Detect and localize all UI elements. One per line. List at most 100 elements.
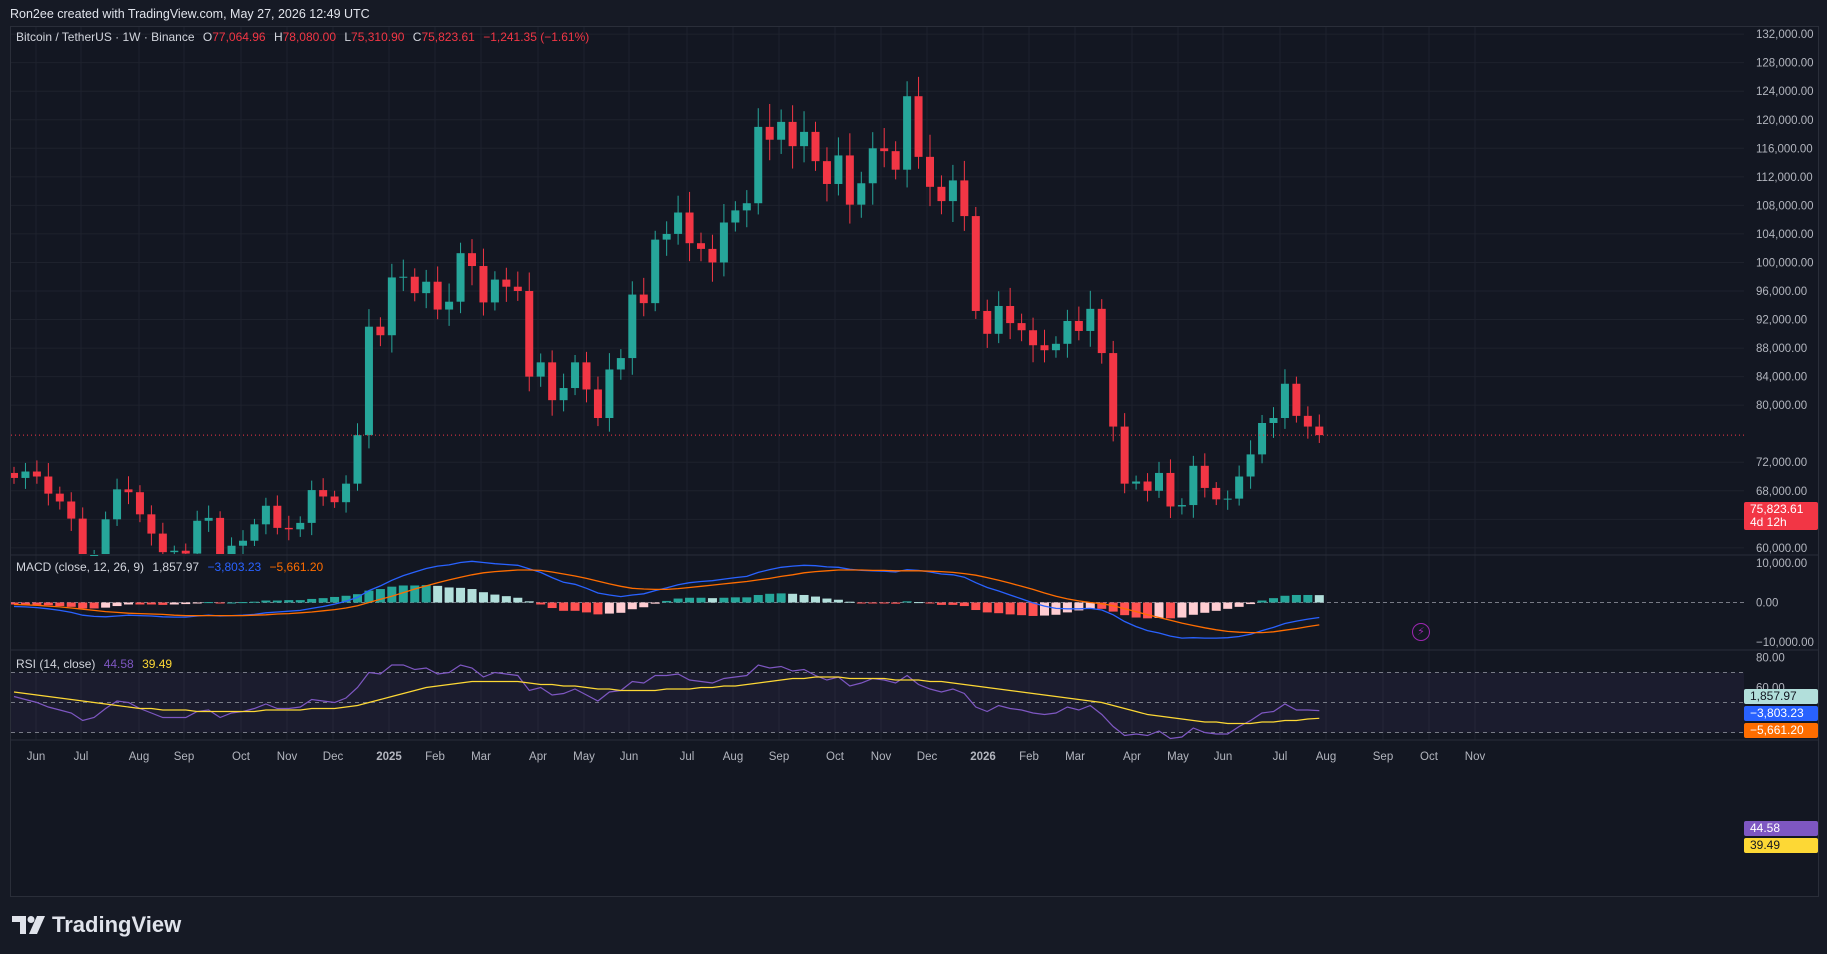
candle-body[interactable] <box>1097 308 1106 354</box>
candle-body[interactable] <box>685 212 694 244</box>
macd-histogram-bar[interactable] <box>204 602 214 604</box>
macd-histogram-bar[interactable] <box>1223 602 1233 609</box>
macd-histogram-bar[interactable] <box>730 597 740 603</box>
rsi-label[interactable]: RSI (14, close) <box>16 657 96 671</box>
macd-histogram-bar[interactable] <box>742 597 752 603</box>
candle-body[interactable] <box>971 216 980 311</box>
candle-body[interactable] <box>1040 345 1049 351</box>
candle-body[interactable] <box>1051 343 1060 351</box>
macd-histogram-bar[interactable] <box>490 594 500 603</box>
tradingview-logo[interactable]: TradingView <box>12 912 181 938</box>
macd-histogram-bar[interactable] <box>1097 602 1107 609</box>
macd-histogram-bar[interactable] <box>78 602 88 609</box>
candle-body[interactable] <box>1074 320 1083 331</box>
candle-body[interactable] <box>1235 476 1244 499</box>
candle-body[interactable] <box>662 233 671 240</box>
candle-body[interactable] <box>983 310 992 334</box>
candle-body[interactable] <box>926 156 934 187</box>
macd-histogram-bar[interactable] <box>925 602 935 604</box>
macd-histogram-bar[interactable] <box>936 602 946 605</box>
candle-body[interactable] <box>216 517 225 554</box>
candle-body[interactable] <box>960 180 969 217</box>
candle-body[interactable] <box>21 471 30 478</box>
candle-body[interactable] <box>135 492 144 515</box>
macd-histogram-bar[interactable] <box>570 602 580 611</box>
candle-body[interactable] <box>834 155 843 184</box>
candle-body[interactable] <box>513 286 522 291</box>
macd-histogram-bar[interactable] <box>1165 602 1175 619</box>
macd-histogram-bar[interactable] <box>1154 602 1164 618</box>
candle-body[interactable] <box>742 203 751 211</box>
macd-histogram-bar[interactable] <box>891 602 901 604</box>
candle-body[interactable] <box>1303 415 1312 427</box>
macd-histogram-bar[interactable] <box>272 600 282 603</box>
macd-histogram-bar[interactable] <box>753 594 763 603</box>
candle-body[interactable] <box>124 489 133 493</box>
macd-histogram-bar[interactable] <box>1314 595 1324 603</box>
macd-histogram-bar[interactable] <box>833 599 843 603</box>
macd-histogram-bar[interactable] <box>856 602 866 604</box>
candle-body[interactable] <box>113 489 122 520</box>
macd-histogram-bar[interactable] <box>112 602 122 607</box>
chart-area[interactable]: 132,000.00 128,000.00 124,000.00 120,000.00… <box>10 26 1819 897</box>
macd-histogram-bar[interactable] <box>868 602 878 604</box>
candle-body[interactable] <box>11 472 18 478</box>
candle-body[interactable] <box>399 276 408 278</box>
macd-histogram-bar[interactable] <box>650 602 660 604</box>
candle-body[interactable] <box>1200 465 1209 488</box>
candle-body[interactable] <box>593 389 602 419</box>
macd-histogram-bar[interactable] <box>582 602 591 613</box>
candle-body[interactable] <box>1177 505 1186 507</box>
macd-histogram-bar[interactable] <box>914 602 924 604</box>
macd-histogram-bar[interactable] <box>604 602 614 614</box>
candle-body[interactable] <box>330 496 339 503</box>
candle-body[interactable] <box>548 362 557 401</box>
candle-body[interactable] <box>261 505 270 525</box>
candle-body[interactable] <box>147 514 156 534</box>
macd-histogram-bar[interactable] <box>1200 602 1210 613</box>
candle-body[interactable] <box>445 301 454 310</box>
candle-body[interactable] <box>754 126 763 204</box>
macd-histogram-bar[interactable] <box>364 590 374 603</box>
candle-body[interactable] <box>170 550 179 553</box>
candle-body[interactable] <box>353 435 362 484</box>
macd-histogram-bar[interactable] <box>375 589 385 603</box>
candle-body[interactable] <box>387 277 396 336</box>
candle-body[interactable] <box>1017 323 1026 331</box>
candle-body[interactable] <box>811 131 820 162</box>
candle-body[interactable] <box>1166 472 1175 507</box>
candle-body[interactable] <box>697 243 705 249</box>
macd-histogram-bar[interactable] <box>1303 594 1313 603</box>
macd-histogram-bar[interactable] <box>536 602 546 605</box>
symbol-title[interactable]: Bitcoin / TetherUS · 1W · Binance <box>16 30 195 44</box>
candle-body[interactable] <box>914 96 923 157</box>
candle-body[interactable] <box>1006 305 1015 324</box>
macd-histogram-bar[interactable] <box>765 593 775 603</box>
candle-body[interactable] <box>284 527 293 530</box>
macd-histogram-bar[interactable] <box>959 602 969 607</box>
candle-body[interactable] <box>376 326 385 336</box>
candle-body[interactable] <box>903 96 912 170</box>
candle-body[interactable] <box>250 524 259 541</box>
lightning-icon[interactable]: ⚡ <box>1412 623 1430 641</box>
candle-body[interactable] <box>1315 426 1324 436</box>
candle-body[interactable] <box>1258 423 1267 455</box>
macd-histogram-bar[interactable] <box>513 597 523 603</box>
macd-histogram-bar[interactable] <box>410 585 420 603</box>
macd-histogram-bar[interactable] <box>982 602 992 613</box>
candle-body[interactable] <box>1280 383 1289 419</box>
macd-histogram-bar[interactable] <box>433 585 443 603</box>
candle-body[interactable] <box>181 550 190 554</box>
candle-body[interactable] <box>204 517 213 521</box>
macd-histogram-bar[interactable] <box>719 597 729 603</box>
macd-histogram-bar[interactable] <box>55 602 65 607</box>
candle-body[interactable] <box>651 239 660 304</box>
chart-svg[interactable]: 132,000.00 128,000.00 124,000.00 120,000.00… <box>11 27 1818 896</box>
macd-histogram-bar[interactable] <box>20 602 30 605</box>
candle-body[interactable] <box>994 305 1003 334</box>
macd-histogram-bar[interactable] <box>1257 600 1267 603</box>
macd-histogram-bar[interactable] <box>822 598 832 603</box>
candle-body[interactable] <box>1132 481 1141 484</box>
macd-histogram-bar[interactable] <box>1131 602 1141 618</box>
candle-body[interactable] <box>468 253 476 267</box>
